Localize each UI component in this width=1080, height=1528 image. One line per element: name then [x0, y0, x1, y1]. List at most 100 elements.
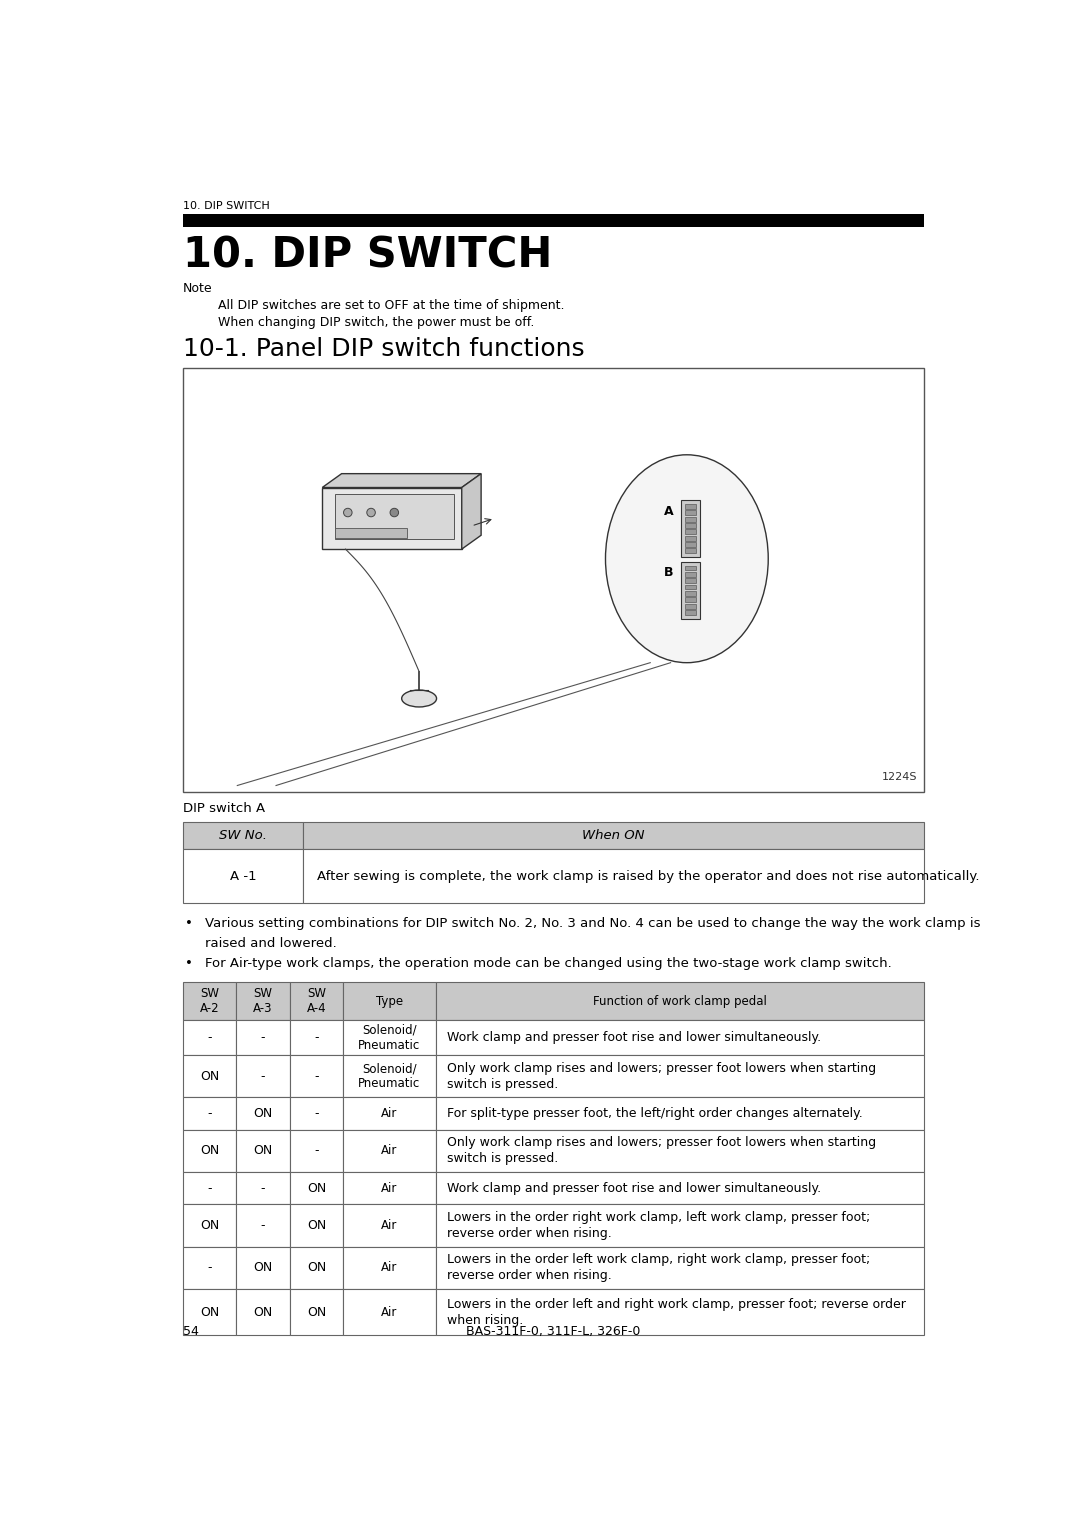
FancyBboxPatch shape: [685, 523, 697, 527]
Text: BAS-311F-0, 311F-L, 326F-0: BAS-311F-0, 311F-L, 326F-0: [467, 1325, 640, 1339]
Text: When ON: When ON: [582, 830, 645, 842]
FancyBboxPatch shape: [289, 983, 343, 1021]
FancyBboxPatch shape: [343, 1129, 435, 1172]
FancyBboxPatch shape: [435, 1204, 924, 1247]
FancyBboxPatch shape: [681, 500, 700, 558]
Text: ON: ON: [307, 1181, 326, 1195]
FancyBboxPatch shape: [435, 983, 924, 1021]
Text: Air: Air: [381, 1144, 397, 1157]
Text: -: -: [207, 1262, 212, 1274]
Text: ON: ON: [254, 1106, 272, 1120]
Text: Air: Air: [381, 1219, 397, 1232]
FancyBboxPatch shape: [289, 1054, 343, 1097]
FancyBboxPatch shape: [343, 1204, 435, 1247]
Text: ON: ON: [307, 1262, 326, 1274]
FancyBboxPatch shape: [183, 1172, 237, 1204]
FancyBboxPatch shape: [336, 527, 407, 538]
Text: -: -: [260, 1181, 266, 1195]
FancyBboxPatch shape: [685, 571, 697, 576]
FancyBboxPatch shape: [685, 604, 697, 608]
Text: B: B: [663, 567, 673, 579]
FancyBboxPatch shape: [183, 983, 237, 1021]
FancyBboxPatch shape: [685, 510, 697, 515]
FancyBboxPatch shape: [343, 1097, 435, 1129]
Text: Only work clamp rises and lowers; presser foot lowers when starting
switch is pr: Only work clamp rises and lowers; presse…: [447, 1062, 877, 1091]
Text: ON: ON: [200, 1306, 219, 1319]
Circle shape: [390, 509, 399, 516]
FancyBboxPatch shape: [685, 610, 697, 614]
FancyBboxPatch shape: [237, 983, 289, 1021]
Text: raised and lowered.: raised and lowered.: [205, 937, 337, 950]
FancyBboxPatch shape: [343, 983, 435, 1021]
Ellipse shape: [606, 455, 768, 663]
Text: Function of work clamp pedal: Function of work clamp pedal: [593, 995, 767, 1007]
FancyBboxPatch shape: [183, 1247, 237, 1290]
Text: A -1: A -1: [230, 869, 256, 883]
Text: Lowers in the order right work clamp, left work clamp, presser foot;
reverse ord: Lowers in the order right work clamp, le…: [447, 1212, 870, 1241]
Text: Lowers in the order left and right work clamp, presser foot; reverse order
when : Lowers in the order left and right work …: [447, 1297, 906, 1326]
Text: Air: Air: [381, 1181, 397, 1195]
FancyBboxPatch shape: [685, 504, 697, 509]
Text: ON: ON: [307, 1219, 326, 1232]
Text: Note: Note: [183, 283, 213, 295]
Text: ON: ON: [200, 1219, 219, 1232]
Text: ON: ON: [254, 1144, 272, 1157]
Text: -: -: [314, 1070, 319, 1083]
Text: Solenoid/
Pneumatic: Solenoid/ Pneumatic: [359, 1024, 420, 1051]
Text: Air: Air: [381, 1306, 397, 1319]
FancyBboxPatch shape: [237, 1247, 289, 1290]
Polygon shape: [322, 474, 481, 487]
FancyBboxPatch shape: [289, 1129, 343, 1172]
FancyBboxPatch shape: [685, 591, 697, 596]
FancyBboxPatch shape: [289, 1247, 343, 1290]
Text: ON: ON: [200, 1070, 219, 1083]
Text: For Air-type work clamps, the operation mode can be changed using the two-stage : For Air-type work clamps, the operation …: [205, 957, 891, 970]
FancyBboxPatch shape: [183, 1129, 237, 1172]
Text: Various setting combinations for DIP switch No. 2, No. 3 and No. 4 can be used t: Various setting combinations for DIP swi…: [205, 917, 981, 931]
Text: Air: Air: [381, 1262, 397, 1274]
FancyBboxPatch shape: [289, 1097, 343, 1129]
FancyBboxPatch shape: [685, 516, 697, 521]
FancyBboxPatch shape: [435, 1172, 924, 1204]
FancyBboxPatch shape: [237, 1021, 289, 1054]
FancyBboxPatch shape: [435, 1129, 924, 1172]
FancyBboxPatch shape: [685, 549, 697, 553]
FancyBboxPatch shape: [183, 1054, 237, 1097]
Text: DIP switch A: DIP switch A: [183, 802, 266, 814]
Circle shape: [343, 509, 352, 516]
Ellipse shape: [402, 691, 436, 707]
Text: Air: Air: [381, 1106, 397, 1120]
FancyBboxPatch shape: [343, 1172, 435, 1204]
Polygon shape: [462, 474, 481, 549]
Text: SW
A-2: SW A-2: [200, 987, 219, 1015]
FancyBboxPatch shape: [303, 822, 924, 850]
FancyBboxPatch shape: [183, 850, 303, 903]
FancyBboxPatch shape: [289, 1172, 343, 1204]
FancyBboxPatch shape: [183, 368, 924, 792]
Text: 10-1. Panel DIP switch functions: 10-1. Panel DIP switch functions: [183, 338, 584, 361]
Text: When changing DIP switch, the power must be off.: When changing DIP switch, the power must…: [218, 316, 535, 329]
FancyBboxPatch shape: [183, 1290, 237, 1335]
FancyBboxPatch shape: [685, 597, 697, 602]
FancyBboxPatch shape: [343, 1290, 435, 1335]
Text: -: -: [314, 1106, 319, 1120]
Text: •: •: [185, 957, 192, 970]
Polygon shape: [322, 487, 462, 549]
FancyBboxPatch shape: [183, 1097, 237, 1129]
FancyBboxPatch shape: [685, 585, 697, 590]
Text: -: -: [314, 1144, 319, 1157]
Text: Work clamp and presser foot rise and lower simultaneously.: Work clamp and presser foot rise and low…: [447, 1031, 822, 1044]
Text: -: -: [207, 1031, 212, 1044]
Text: 54: 54: [183, 1325, 199, 1339]
Text: -: -: [260, 1031, 266, 1044]
Text: Work clamp and presser foot rise and lower simultaneously.: Work clamp and presser foot rise and low…: [447, 1181, 822, 1195]
FancyBboxPatch shape: [237, 1204, 289, 1247]
FancyBboxPatch shape: [343, 1021, 435, 1054]
FancyBboxPatch shape: [289, 1290, 343, 1335]
FancyBboxPatch shape: [183, 1204, 237, 1247]
Text: A: A: [663, 504, 673, 518]
Text: All DIP switches are set to OFF at the time of shipment.: All DIP switches are set to OFF at the t…: [218, 299, 565, 312]
Text: -: -: [207, 1181, 212, 1195]
FancyBboxPatch shape: [343, 1054, 435, 1097]
FancyBboxPatch shape: [435, 1097, 924, 1129]
